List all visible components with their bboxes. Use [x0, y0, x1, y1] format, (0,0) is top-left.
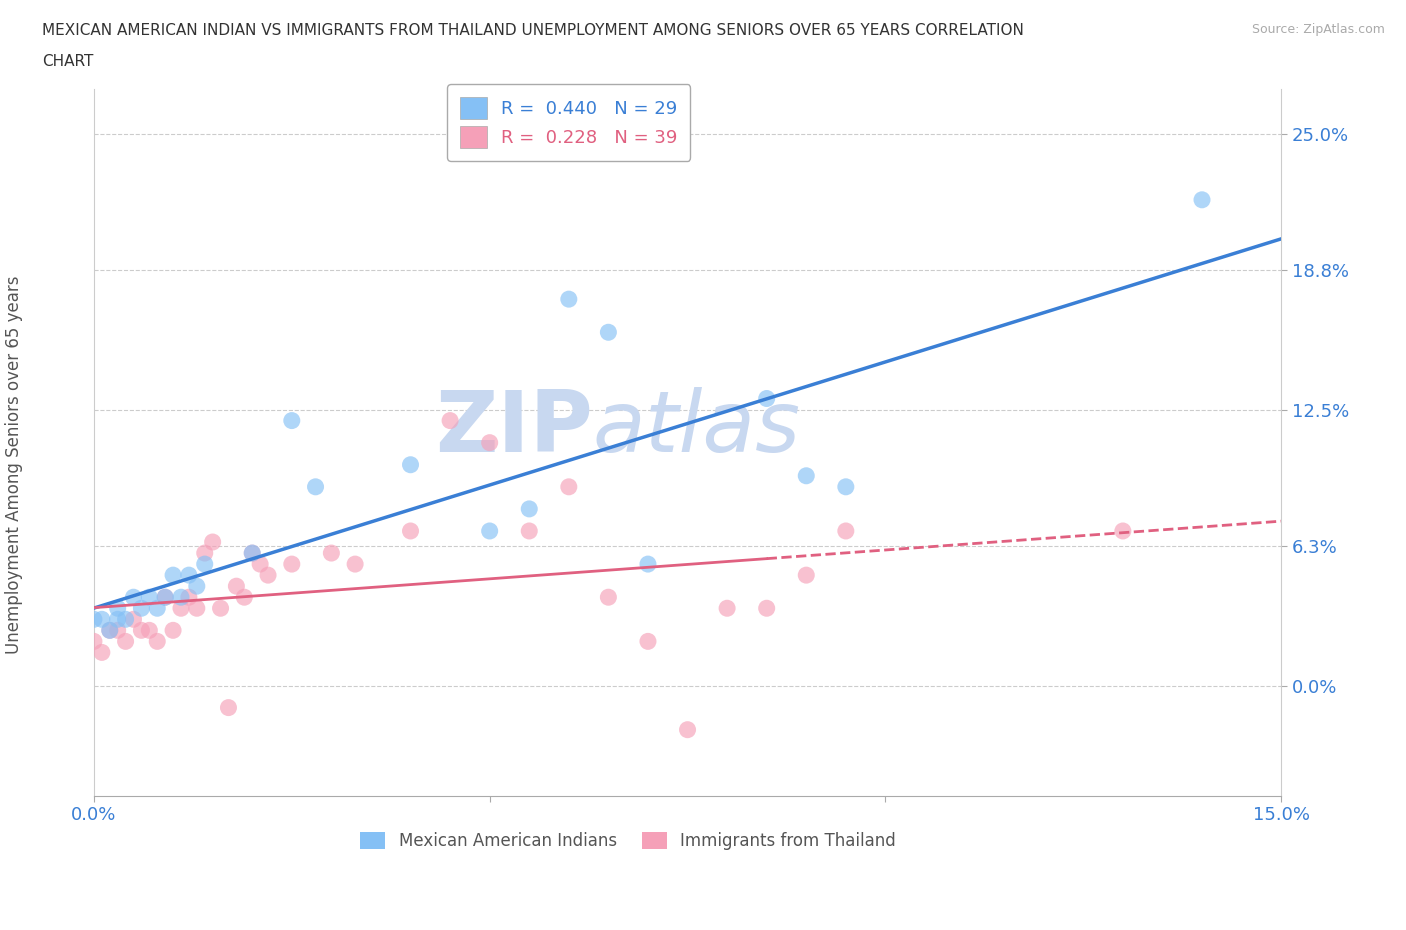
Point — [249, 557, 271, 572]
Point — [90, 645, 112, 660]
Point — [107, 612, 129, 627]
Point — [177, 590, 200, 604]
Point — [186, 601, 208, 616]
Point — [240, 546, 263, 561]
Point — [399, 458, 422, 472]
Point — [716, 601, 738, 616]
Point — [114, 612, 136, 627]
Point — [177, 567, 200, 582]
Point — [794, 469, 817, 484]
Point — [122, 590, 145, 604]
Point — [170, 601, 193, 616]
Point — [131, 601, 153, 616]
Point — [209, 601, 232, 616]
Text: atlas: atlas — [592, 387, 800, 470]
Point — [218, 700, 240, 715]
Point — [131, 623, 153, 638]
Point — [240, 546, 263, 561]
Point — [138, 590, 160, 604]
Text: ZIP: ZIP — [434, 387, 592, 470]
Point — [281, 557, 304, 572]
Point — [170, 590, 193, 604]
Text: MEXICAN AMERICAN INDIAN VS IMMIGRANTS FROM THAILAND UNEMPLOYMENT AMONG SENIORS O: MEXICAN AMERICAN INDIAN VS IMMIGRANTS FR… — [42, 23, 1024, 38]
Point — [835, 479, 858, 494]
Point — [755, 601, 778, 616]
Point — [98, 623, 121, 638]
Point — [478, 435, 501, 450]
Text: Source: ZipAtlas.com: Source: ZipAtlas.com — [1251, 23, 1385, 36]
Point — [83, 634, 105, 649]
Point — [194, 546, 217, 561]
Point — [83, 612, 105, 627]
Point — [517, 501, 540, 516]
Point — [233, 590, 256, 604]
Point — [558, 479, 581, 494]
Point — [146, 634, 169, 649]
Point — [399, 524, 422, 538]
Point — [281, 413, 304, 428]
Point — [162, 623, 184, 638]
Point — [755, 391, 778, 405]
Point — [439, 413, 461, 428]
Point — [90, 612, 112, 627]
Point — [637, 557, 659, 572]
Point — [107, 623, 129, 638]
Point — [794, 567, 817, 582]
Point — [186, 578, 208, 593]
Point — [637, 634, 659, 649]
Point — [517, 524, 540, 538]
Point — [321, 546, 343, 561]
Point — [98, 623, 121, 638]
Point — [558, 292, 581, 307]
Point — [598, 590, 620, 604]
Point — [598, 325, 620, 339]
Point — [257, 567, 280, 582]
Text: CHART: CHART — [42, 54, 94, 69]
Point — [146, 601, 169, 616]
Point — [153, 590, 176, 604]
Point — [194, 557, 217, 572]
Point — [1112, 524, 1135, 538]
Point — [1191, 193, 1213, 207]
Point — [122, 612, 145, 627]
Point — [153, 590, 176, 604]
Point — [478, 524, 501, 538]
Point — [344, 557, 367, 572]
Point — [225, 578, 247, 593]
Text: Unemployment Among Seniors over 65 years: Unemployment Among Seniors over 65 years — [6, 276, 22, 654]
Point — [107, 601, 129, 616]
Legend: Mexican American Indians, Immigrants from Thailand: Mexican American Indians, Immigrants fro… — [352, 823, 904, 858]
Point — [304, 479, 326, 494]
Point — [138, 623, 160, 638]
Point — [114, 634, 136, 649]
Point — [676, 723, 699, 737]
Point — [162, 567, 184, 582]
Point — [835, 524, 858, 538]
Point — [201, 535, 224, 550]
